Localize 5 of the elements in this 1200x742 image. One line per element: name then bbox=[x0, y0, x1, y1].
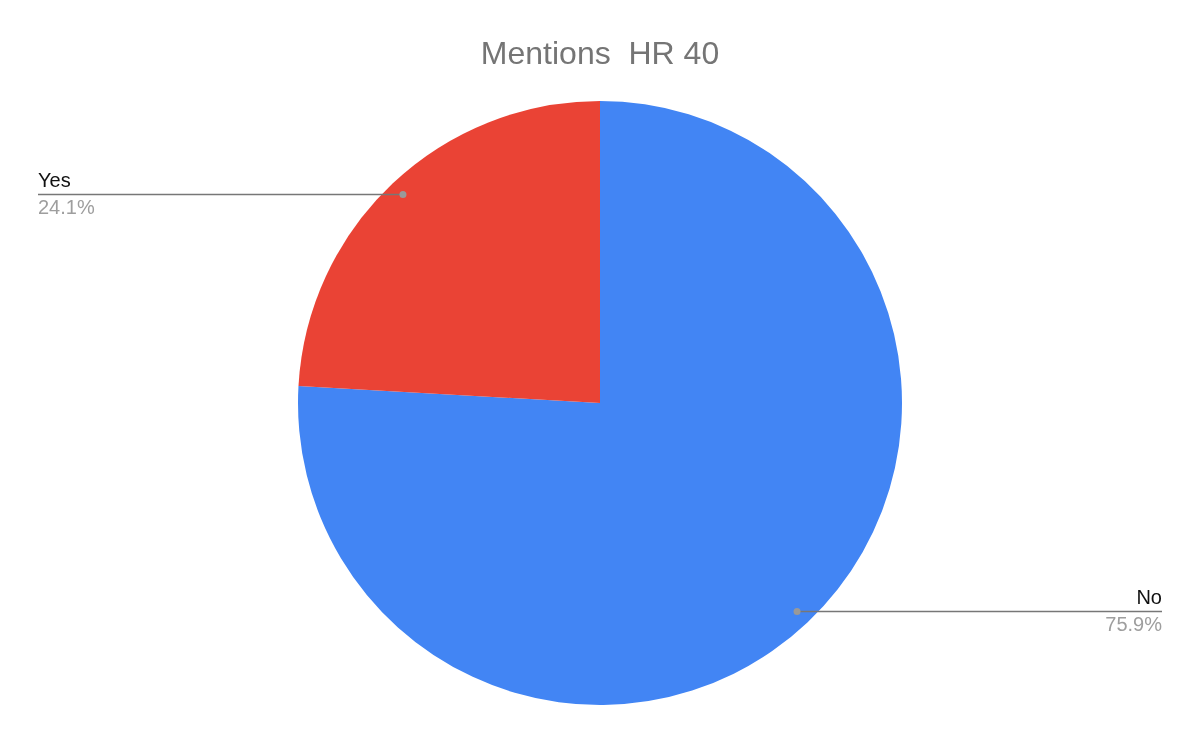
slice-label: Yes bbox=[38, 168, 71, 191]
data-label: 75.9% bbox=[1105, 613, 1163, 636]
chart-title: Mentions HR 40 bbox=[480, 34, 720, 71]
data-label: 24.1% bbox=[38, 195, 95, 218]
slice-label: No bbox=[1136, 586, 1162, 609]
